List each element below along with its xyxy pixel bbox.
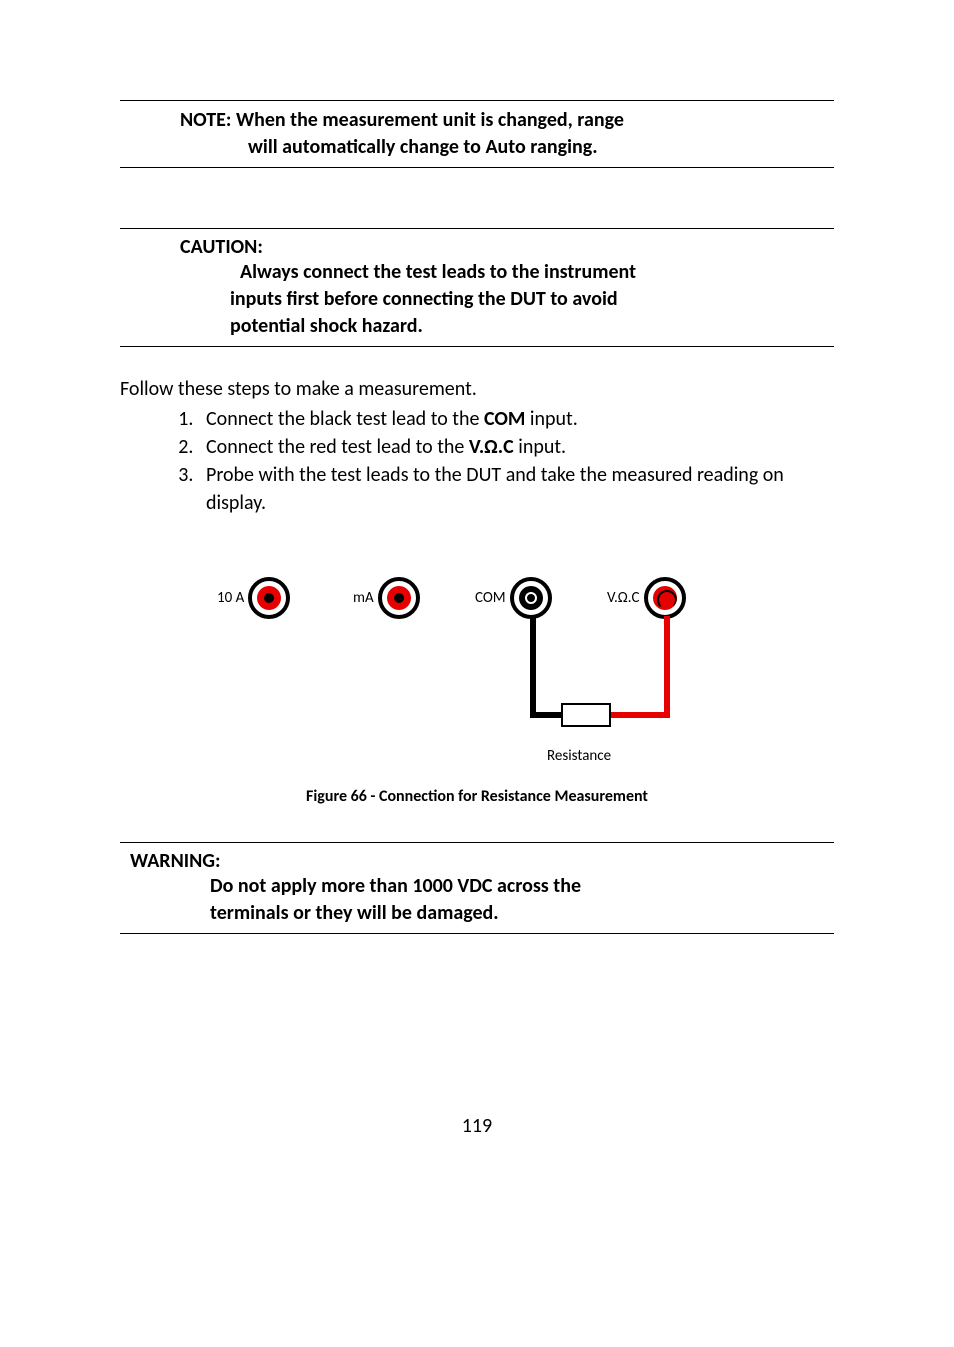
step1-c: input. [525, 407, 577, 431]
caution-line1: Always connect the test leads to the ins… [120, 259, 834, 286]
step1-a: Connect the black test lead to the [206, 407, 484, 431]
caution-line2: inputs first before connecting the DUT t… [120, 286, 834, 313]
note-box: NOTE: When the measurement unit is chang… [120, 100, 834, 168]
warning-label: WARNING: [120, 849, 834, 873]
step-3: Probe with the test leads to the DUT and… [198, 461, 834, 517]
warning-box: WARNING: Do not apply more than 1000 VDC… [120, 842, 834, 934]
terminal-10a-label: 10 A [217, 589, 244, 607]
caution-line3: potential shock hazard. [120, 313, 834, 340]
steps-list: Connect the black test lead to the COM i… [120, 405, 834, 517]
caution-box: CAUTION: Always connect the test leads t… [120, 228, 834, 347]
step2-c: input. [514, 435, 566, 459]
terminal-com-group: COM [475, 577, 552, 619]
step-1: Connect the black test lead to the COM i… [198, 405, 834, 433]
step1-b: COM [484, 407, 525, 431]
step-2: Connect the red test lead to the V.Ω.C i… [198, 433, 834, 461]
terminal-vohmc-group: V.Ω.C [607, 577, 686, 619]
terminal-ma-icon [378, 577, 420, 619]
step2-a: Connect the red test lead to the [206, 435, 469, 459]
connection-diagram: 10 A mA COM V.Ω.C Resistance [217, 557, 737, 777]
terminal-ma-label: mA [353, 589, 374, 607]
caution-label: CAUTION: [120, 235, 834, 259]
figure-caption: Figure 66 - Connection for Resistance Me… [120, 787, 834, 806]
note-line1: NOTE: When the measurement unit is chang… [120, 107, 834, 134]
terminal-vohmc-label: V.Ω.C [607, 589, 640, 607]
note-line2: will automatically change to Auto rangin… [120, 134, 834, 161]
warning-line2: terminals or they will be damaged. [120, 900, 834, 927]
warning-line1: Do not apply more than 1000 VDC across t… [120, 873, 834, 900]
resistance-label: Resistance [547, 747, 611, 765]
terminal-com-icon [510, 577, 552, 619]
page-number: 119 [120, 1114, 834, 1138]
resistor-icon [561, 703, 611, 727]
terminal-com-label: COM [475, 589, 506, 607]
intro-text: Follow these steps to make a measurement… [120, 375, 834, 403]
terminal-10a-icon [248, 577, 290, 619]
terminal-ma-group: mA [353, 577, 420, 619]
terminal-vohmc-icon [644, 577, 686, 619]
step2-b: V.Ω.C [469, 435, 514, 459]
terminal-10a-group: 10 A [217, 577, 290, 619]
